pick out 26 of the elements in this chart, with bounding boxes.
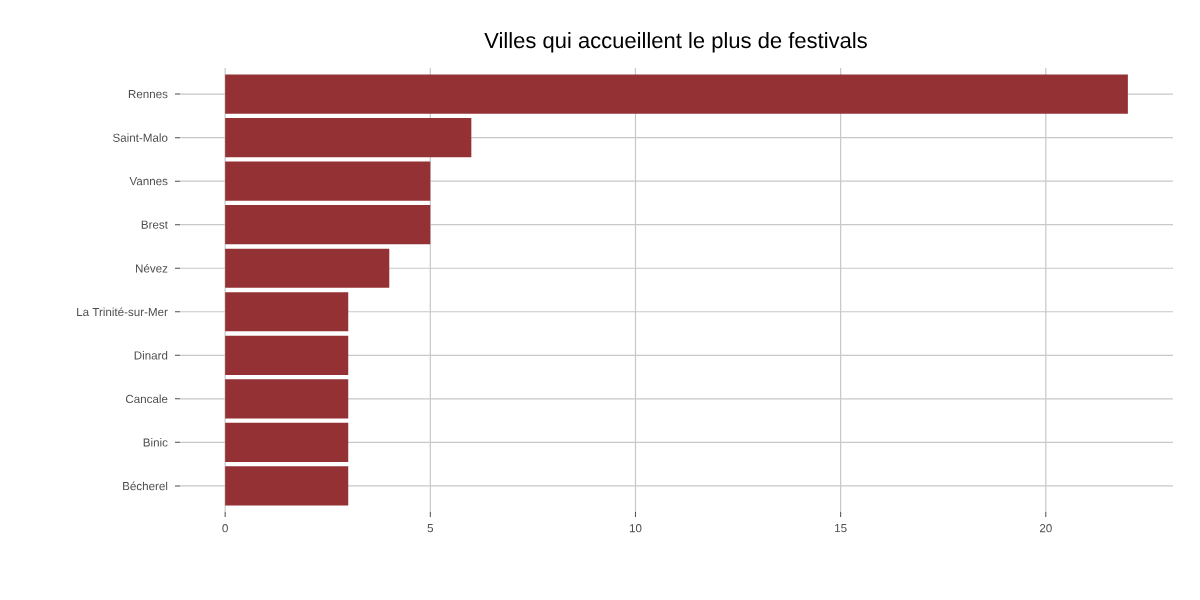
bar [225, 466, 349, 506]
y-tick-label: Brest [141, 220, 168, 229]
y-tick-label: Cancale [125, 394, 168, 404]
bar [225, 161, 431, 201]
x-tick-label: 20 [1039, 524, 1052, 533]
y-tick-label: La Trinité-sur-Mer [77, 307, 168, 317]
bar [225, 292, 349, 332]
y-tick-label: Saint-Malo [113, 133, 168, 142]
y-tick-label: Vannes [129, 177, 168, 186]
bar [225, 422, 349, 462]
bar [225, 248, 390, 288]
x-tick-label: 10 [629, 524, 642, 533]
x-tick-label: 15 [835, 524, 847, 533]
x-tick-label: 0 [222, 524, 228, 533]
bar [225, 118, 472, 158]
y-tick-label: Rennes [128, 90, 168, 99]
bar [225, 74, 1128, 114]
bar [225, 205, 431, 245]
y-tick-label: Névez [135, 263, 168, 273]
y-tick-label: Dinard [134, 351, 168, 360]
bar [225, 379, 349, 419]
y-tick-label: Binic [143, 438, 168, 447]
y-tick-label: Bécherel [123, 481, 168, 491]
bar [225, 335, 349, 375]
chart-title: Villes qui accueillent le plus de festivals [484, 32, 867, 53]
x-tick-label: 5 [427, 524, 434, 533]
